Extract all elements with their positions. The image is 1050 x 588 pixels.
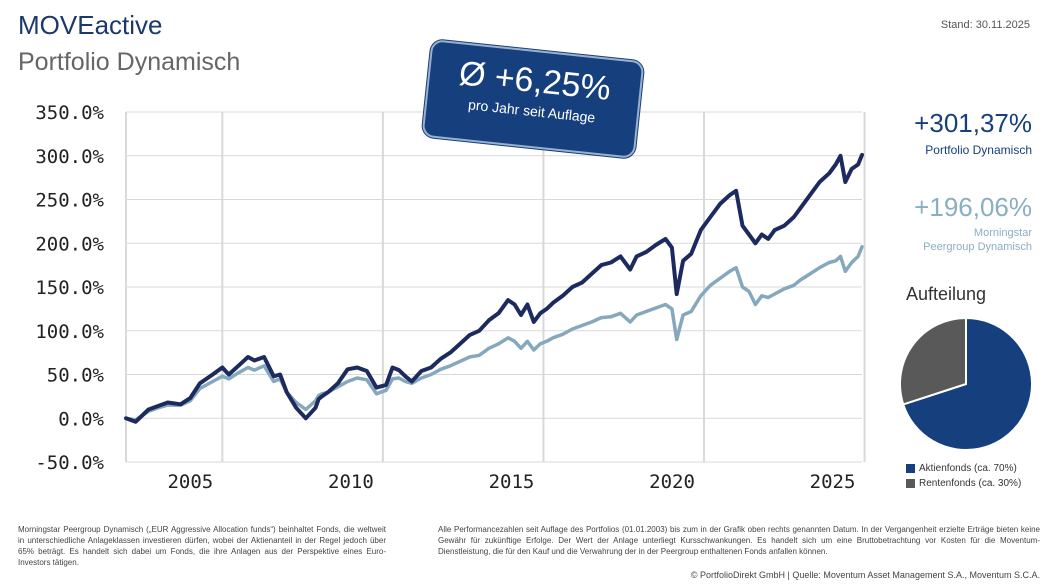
y-tick-label: 150.0%	[35, 277, 104, 299]
peer-return-label-line1: Morningstar	[973, 227, 1032, 239]
performance-chart: -50.0% 0.0% 50.0% 100.0% 150.0% 200.0% 250.0% 3…	[35, 102, 866, 493]
allocation-title: Aufteilung	[906, 284, 987, 304]
portfolio-return-label: Portfolio Dynamisch	[925, 143, 1032, 157]
legend-swatch-aktienfonds	[906, 464, 915, 473]
legend-label-rentenfonds: Rentenfonds (ca. 30%)	[919, 478, 1022, 489]
allocation-pie	[899, 316, 1033, 451]
x-tick-label: 2005	[167, 471, 213, 493]
pie-slice-rentenfonds	[899, 316, 967, 406]
y-tick-label: 350.0%	[35, 102, 104, 124]
x-tick-label: 2015	[489, 471, 535, 493]
y-tick-label: 300.0%	[35, 146, 104, 168]
date-label: Stand: 30.11.2025	[940, 19, 1030, 31]
x-tick-label: 2010	[328, 471, 374, 493]
peer-return-label: Morningstar Peergroup Dynamisch	[902, 226, 1032, 254]
y-tick-label: 100.0%	[35, 321, 104, 343]
y-tick-label: 50.0%	[47, 365, 105, 387]
series-line-peergroup	[124, 245, 864, 422]
portfolio-return-value: +301,37%	[914, 108, 1032, 138]
allocation-legend: Aktienfonds (ca. 70%) Rentenfonds (ca. 3…	[906, 463, 1021, 493]
y-tick-label: 200.0%	[35, 233, 104, 255]
y-tick-label: 0.0%	[58, 408, 104, 430]
peer-return-value: +196,06%	[914, 192, 1032, 222]
copyright-line: © PortfolioDirekt GmbH | Quelle: Moventu…	[690, 570, 1040, 580]
footnote-peergroup: Morningstar Peergroup Dynamisch („EUR Ag…	[18, 525, 386, 567]
legend-label-aktienfonds: Aktienfonds (ca. 70%)	[919, 463, 1017, 474]
legend-swatch-rentenfonds	[906, 479, 915, 488]
legend-item-rentenfonds: Rentenfonds (ca. 30%)	[906, 478, 1021, 489]
footnote-disclaimer: Alle Performancezahlen seit Auflage des …	[438, 525, 1040, 556]
portfolio-subtitle: Portfolio Dynamisch	[18, 48, 241, 76]
x-tick-label: 2020	[649, 471, 695, 493]
pie-slice-aktienfonds	[901, 316, 1033, 451]
y-tick-label: 250.0%	[35, 190, 104, 212]
series-line-portfolio	[124, 152, 864, 424]
x-tick-label: 2025	[810, 471, 856, 493]
brand-title: MOVEactive	[18, 10, 163, 40]
y-tick-label: -50.0%	[35, 452, 104, 474]
peer-return-label-line2: Peergroup Dynamisch	[923, 241, 1032, 253]
legend-item-aktienfonds: Aktienfonds (ca. 70%)	[906, 463, 1021, 474]
